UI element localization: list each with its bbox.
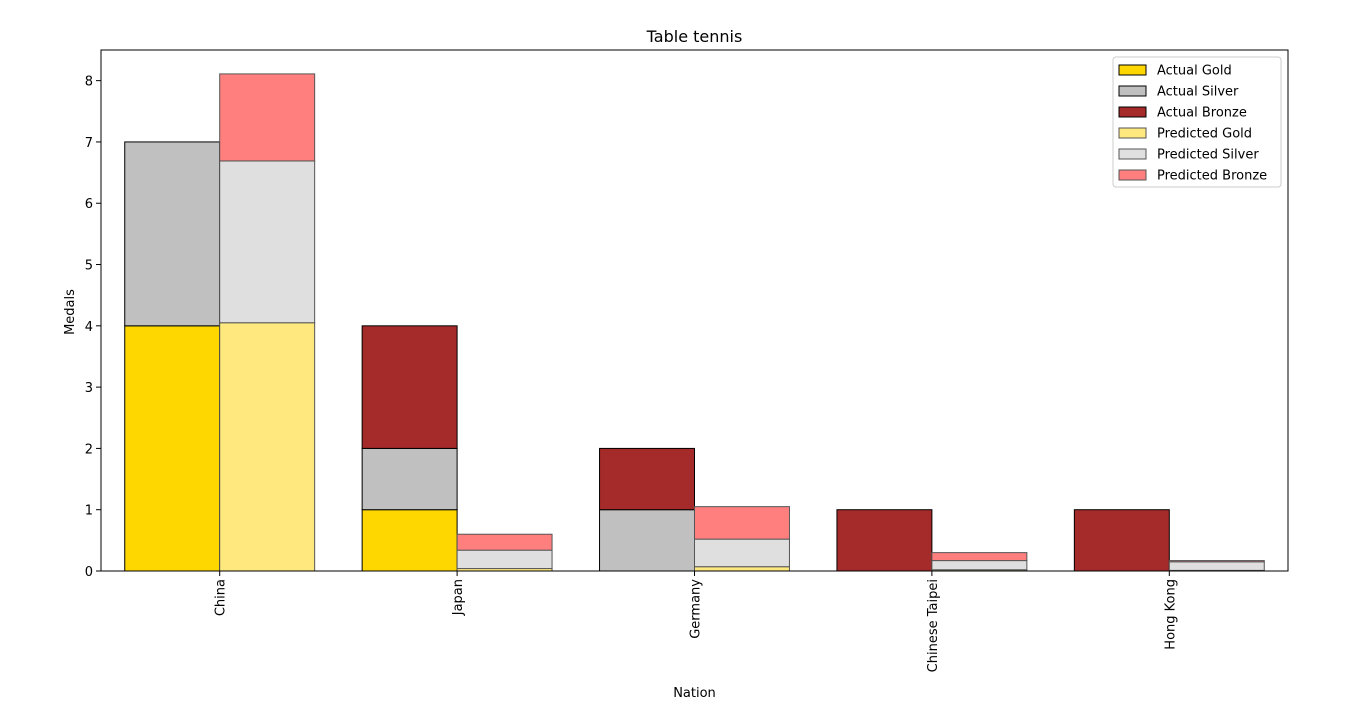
legend-label-predicted-bronze: Predicted Bronze — [1157, 169, 1267, 184]
x-tick-label: Germany — [689, 579, 704, 639]
bars-layer — [124, 73, 1265, 572]
y-axis-label: Medals — [63, 289, 78, 335]
legend-frame — [1112, 56, 1282, 188]
y-tick-label: 6 — [85, 197, 93, 212]
y-tick-label: 1 — [85, 504, 93, 519]
y-axis: 0 1 2 3 4 5 6 7 8 — [85, 75, 101, 580]
y-tick-label: 2 — [85, 442, 93, 457]
legend-swatch-actual-silver — [1118, 85, 1147, 97]
bar-predicted-bronze-japan — [456, 533, 553, 551]
bar-predicted-bronze-china — [219, 73, 316, 162]
legend-swatch-predicted-bronze — [1118, 169, 1147, 181]
bar-actual-gold-japan — [361, 509, 458, 572]
y-tick-label: 7 — [85, 136, 93, 151]
bar-actual-silver-germany — [599, 509, 695, 572]
bar-predicted-silver-hong-kong — [1168, 561, 1265, 571]
bar-predicted-silver-japan — [456, 549, 553, 570]
bar-actual-bronze-japan — [361, 325, 458, 449]
x-axis: China Japan Germany Chinese Taipei Hong Kong — [214, 571, 1178, 672]
bar-actual-bronze-chinese-taipei — [836, 509, 933, 572]
x-tick-label: Chinese Taipei — [926, 579, 941, 672]
bar-predicted-silver-germany — [694, 538, 790, 568]
legend-label-predicted-gold: Predicted Gold — [1157, 127, 1252, 142]
bar-actual-silver-japan — [361, 447, 458, 511]
legend-label-predicted-silver: Predicted Silver — [1157, 148, 1259, 163]
x-tick-label: Hong Kong — [1163, 579, 1178, 650]
legend-swatch-predicted-silver — [1118, 148, 1147, 160]
x-axis-label: Nation — [673, 686, 716, 701]
y-tick-label: 5 — [85, 259, 93, 274]
x-tick-label: Japan — [451, 579, 466, 616]
bar-actual-silver-china — [124, 141, 221, 327]
bar-actual-bronze-germany — [599, 447, 695, 511]
bar-predicted-gold-germany — [694, 566, 790, 572]
y-tick-label: 8 — [85, 75, 93, 90]
plot-frame — [100, 49, 1289, 572]
bar-actual-bronze-hong-kong — [1073, 509, 1170, 572]
legend-label-actual-bronze: Actual Bronze — [1157, 106, 1247, 121]
bar-predicted-bronze-chinese-taipei — [931, 552, 1028, 562]
y-tick-label: 4 — [85, 320, 93, 335]
bar-actual-gold-china — [124, 325, 221, 572]
legend-swatch-predicted-gold — [1118, 127, 1147, 139]
bar-predicted-gold-china — [219, 322, 316, 572]
legend-swatch-actual-gold — [1118, 64, 1147, 76]
legend-swatch-actual-bronze — [1118, 106, 1147, 118]
legend-label-actual-gold: Actual Gold — [1157, 64, 1232, 79]
chart-title: Table tennis — [646, 27, 743, 46]
bar-predicted-bronze-hong-kong — [1168, 560, 1265, 563]
y-tick-label: 0 — [85, 565, 93, 580]
bar-predicted-silver-china — [219, 160, 316, 324]
bar-predicted-bronze-germany — [694, 506, 790, 540]
bar-predicted-silver-chinese-taipei — [931, 560, 1028, 571]
x-tick-label: China — [214, 579, 229, 616]
legend: Actual Gold Actual Silver Actual Bronze Pre… — [1112, 56, 1282, 188]
legend-label-actual-silver: Actual Silver — [1157, 85, 1239, 100]
y-tick-label: 3 — [85, 381, 93, 396]
